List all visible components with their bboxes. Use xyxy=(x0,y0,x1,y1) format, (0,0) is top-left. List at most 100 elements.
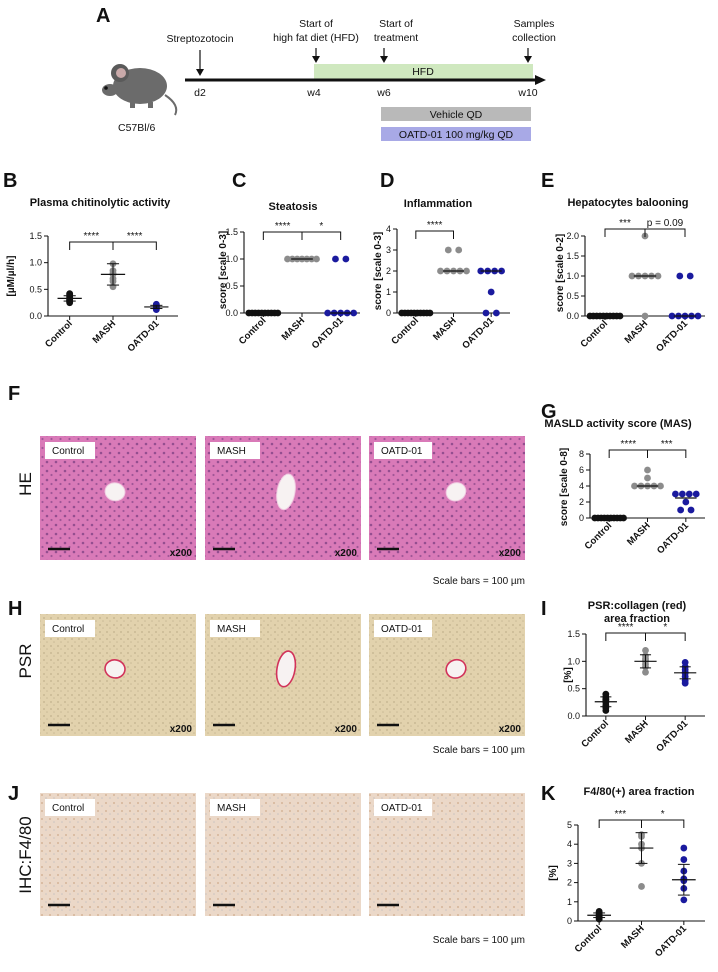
micrograph-0-0: Control x200 xyxy=(40,436,196,560)
scale-note-1: Scale bars = 100 µm xyxy=(433,745,525,756)
significance-bracket: **** xyxy=(415,220,454,239)
y-axis-label: score [scale 0-2] xyxy=(555,234,566,312)
row-label-2: IHC:F4/80 xyxy=(16,816,35,893)
magnification-0-2: x200 xyxy=(499,548,522,559)
x-tick-label: Control xyxy=(583,520,615,552)
svg-text:Start of: Start of xyxy=(299,18,333,30)
panel-letter-k: K xyxy=(541,783,556,805)
x-tick-label: MASH xyxy=(91,318,119,346)
x-tick-label: MASH xyxy=(625,520,653,548)
significance-bracket: * xyxy=(645,622,686,641)
micrograph-0-2: OATD-01 x200 xyxy=(369,436,525,560)
x-tick-label: MASH xyxy=(280,315,308,343)
y-tick-label: 1.0 xyxy=(225,254,238,264)
panel-letter-b: B xyxy=(3,170,17,192)
magnification-1-2: x200 xyxy=(499,724,522,735)
significance-label: *** xyxy=(661,439,673,450)
panel-letter-f: F xyxy=(8,383,20,405)
panel-letter-i: I xyxy=(541,598,547,620)
y-tick-label: 0.0 xyxy=(29,311,42,321)
oatd-bar-label: OATD-01 100 mg/kg QD xyxy=(399,129,514,141)
data-point xyxy=(482,309,490,317)
data-point xyxy=(444,246,452,254)
significance-label: **** xyxy=(275,221,291,232)
timeline-event-streptozotocin: Streptozotocin d2 xyxy=(166,33,233,99)
significance-label: * xyxy=(663,622,667,633)
y-tick-label: 0 xyxy=(567,916,572,926)
x-tick-label: OATD-01 xyxy=(654,318,691,355)
y-tick-label: 2 xyxy=(386,266,391,276)
chart-i: PSR:collagen (red)area fraction [%] 0.0 0.5… xyxy=(563,600,705,754)
y-axis-label: score [scale 0-3] xyxy=(373,232,384,310)
data-point xyxy=(687,506,695,514)
micrograph-2-0: Control xyxy=(40,793,196,916)
data-point xyxy=(631,482,638,490)
y-axis-label: score [scale 0-3] xyxy=(218,231,229,309)
chart-title-line2: area fraction xyxy=(604,613,670,625)
data-point xyxy=(642,668,649,676)
row-label-1: PSR xyxy=(16,644,35,679)
chart-title: Plasma chitinolytic activity xyxy=(30,197,171,209)
panel-letter-c: C xyxy=(232,170,246,192)
y-tick-label: 4 xyxy=(386,224,391,234)
hfd-bar xyxy=(314,64,533,79)
significance-bracket: **** xyxy=(262,221,303,240)
y-tick-label: 0.0 xyxy=(567,711,580,721)
panel-letter-e: E xyxy=(541,170,554,192)
y-tick-label: 1 xyxy=(567,897,572,907)
data-point xyxy=(455,246,463,254)
significance-bracket: **** xyxy=(69,231,114,250)
svg-text:Start of: Start of xyxy=(379,18,413,30)
data-point xyxy=(602,690,610,698)
significance-bracket: *** xyxy=(647,439,687,458)
y-tick-label: 0 xyxy=(386,308,391,318)
tick-w4: w4 xyxy=(306,87,321,99)
micrograph-2-2: OATD-01 xyxy=(369,793,525,916)
x-tick-label: OATD-01 xyxy=(460,315,497,352)
data-point xyxy=(492,309,500,317)
micrograph-0-1: MASH x200 xyxy=(205,436,361,560)
data-point xyxy=(313,255,320,263)
svg-text:treatment: treatment xyxy=(374,32,418,44)
micrograph-1-1: MASH x200 xyxy=(205,614,361,736)
data-point xyxy=(284,255,291,263)
data-point xyxy=(685,490,693,498)
data-point xyxy=(437,267,444,275)
chart-g: MASLD activity score (MAS) score [scale 0… xyxy=(544,418,705,556)
data-point xyxy=(426,309,434,317)
chart-title: F4/80(+) area fraction xyxy=(584,786,695,798)
panel-letter-h: H xyxy=(8,598,22,620)
svg-text:high fat diet (HFD): high fat diet (HFD) xyxy=(273,32,359,44)
data-point xyxy=(342,255,350,263)
significance-bracket: p = 0.09 xyxy=(644,218,686,237)
magnification-0-1: x200 xyxy=(335,548,358,559)
oatd-bar xyxy=(381,127,531,141)
chart-d: Inflammation score [scale 0-3]0 1 2 3 4 Contro… xyxy=(373,198,510,351)
data-point xyxy=(680,844,688,852)
data-point xyxy=(620,514,627,522)
data-point xyxy=(487,288,495,296)
data-point xyxy=(680,896,688,904)
chart-title: PSR:collagen (red) xyxy=(588,600,687,612)
x-tick-label: Control xyxy=(578,318,610,350)
y-tick-label: 1.0 xyxy=(29,258,42,268)
chart-title: Inflammation xyxy=(404,198,473,210)
tick-w6: w6 xyxy=(376,87,391,99)
svg-text:Streptozotocin: Streptozotocin xyxy=(166,33,233,45)
chart-title: Hepatocytes balooning xyxy=(567,197,688,209)
micrograph-1-2: OATD-01 x200 xyxy=(369,614,525,736)
x-tick-label: Control xyxy=(389,315,421,347)
chart-title: Steatosis xyxy=(269,201,318,213)
micrograph-label-2-1: MASH xyxy=(217,803,246,814)
data-point xyxy=(686,272,694,280)
y-tick-label: 3 xyxy=(567,858,572,868)
data-point xyxy=(274,309,282,317)
y-tick-label: 1.0 xyxy=(566,271,579,281)
y-tick-label: 1.0 xyxy=(567,656,580,666)
significance-label: **** xyxy=(84,231,100,242)
significance-label: **** xyxy=(127,231,143,242)
y-tick-label: 0.0 xyxy=(225,308,238,318)
y-tick-label: 0.5 xyxy=(225,281,238,291)
micrograph-label-1-1: MASH xyxy=(217,624,246,635)
